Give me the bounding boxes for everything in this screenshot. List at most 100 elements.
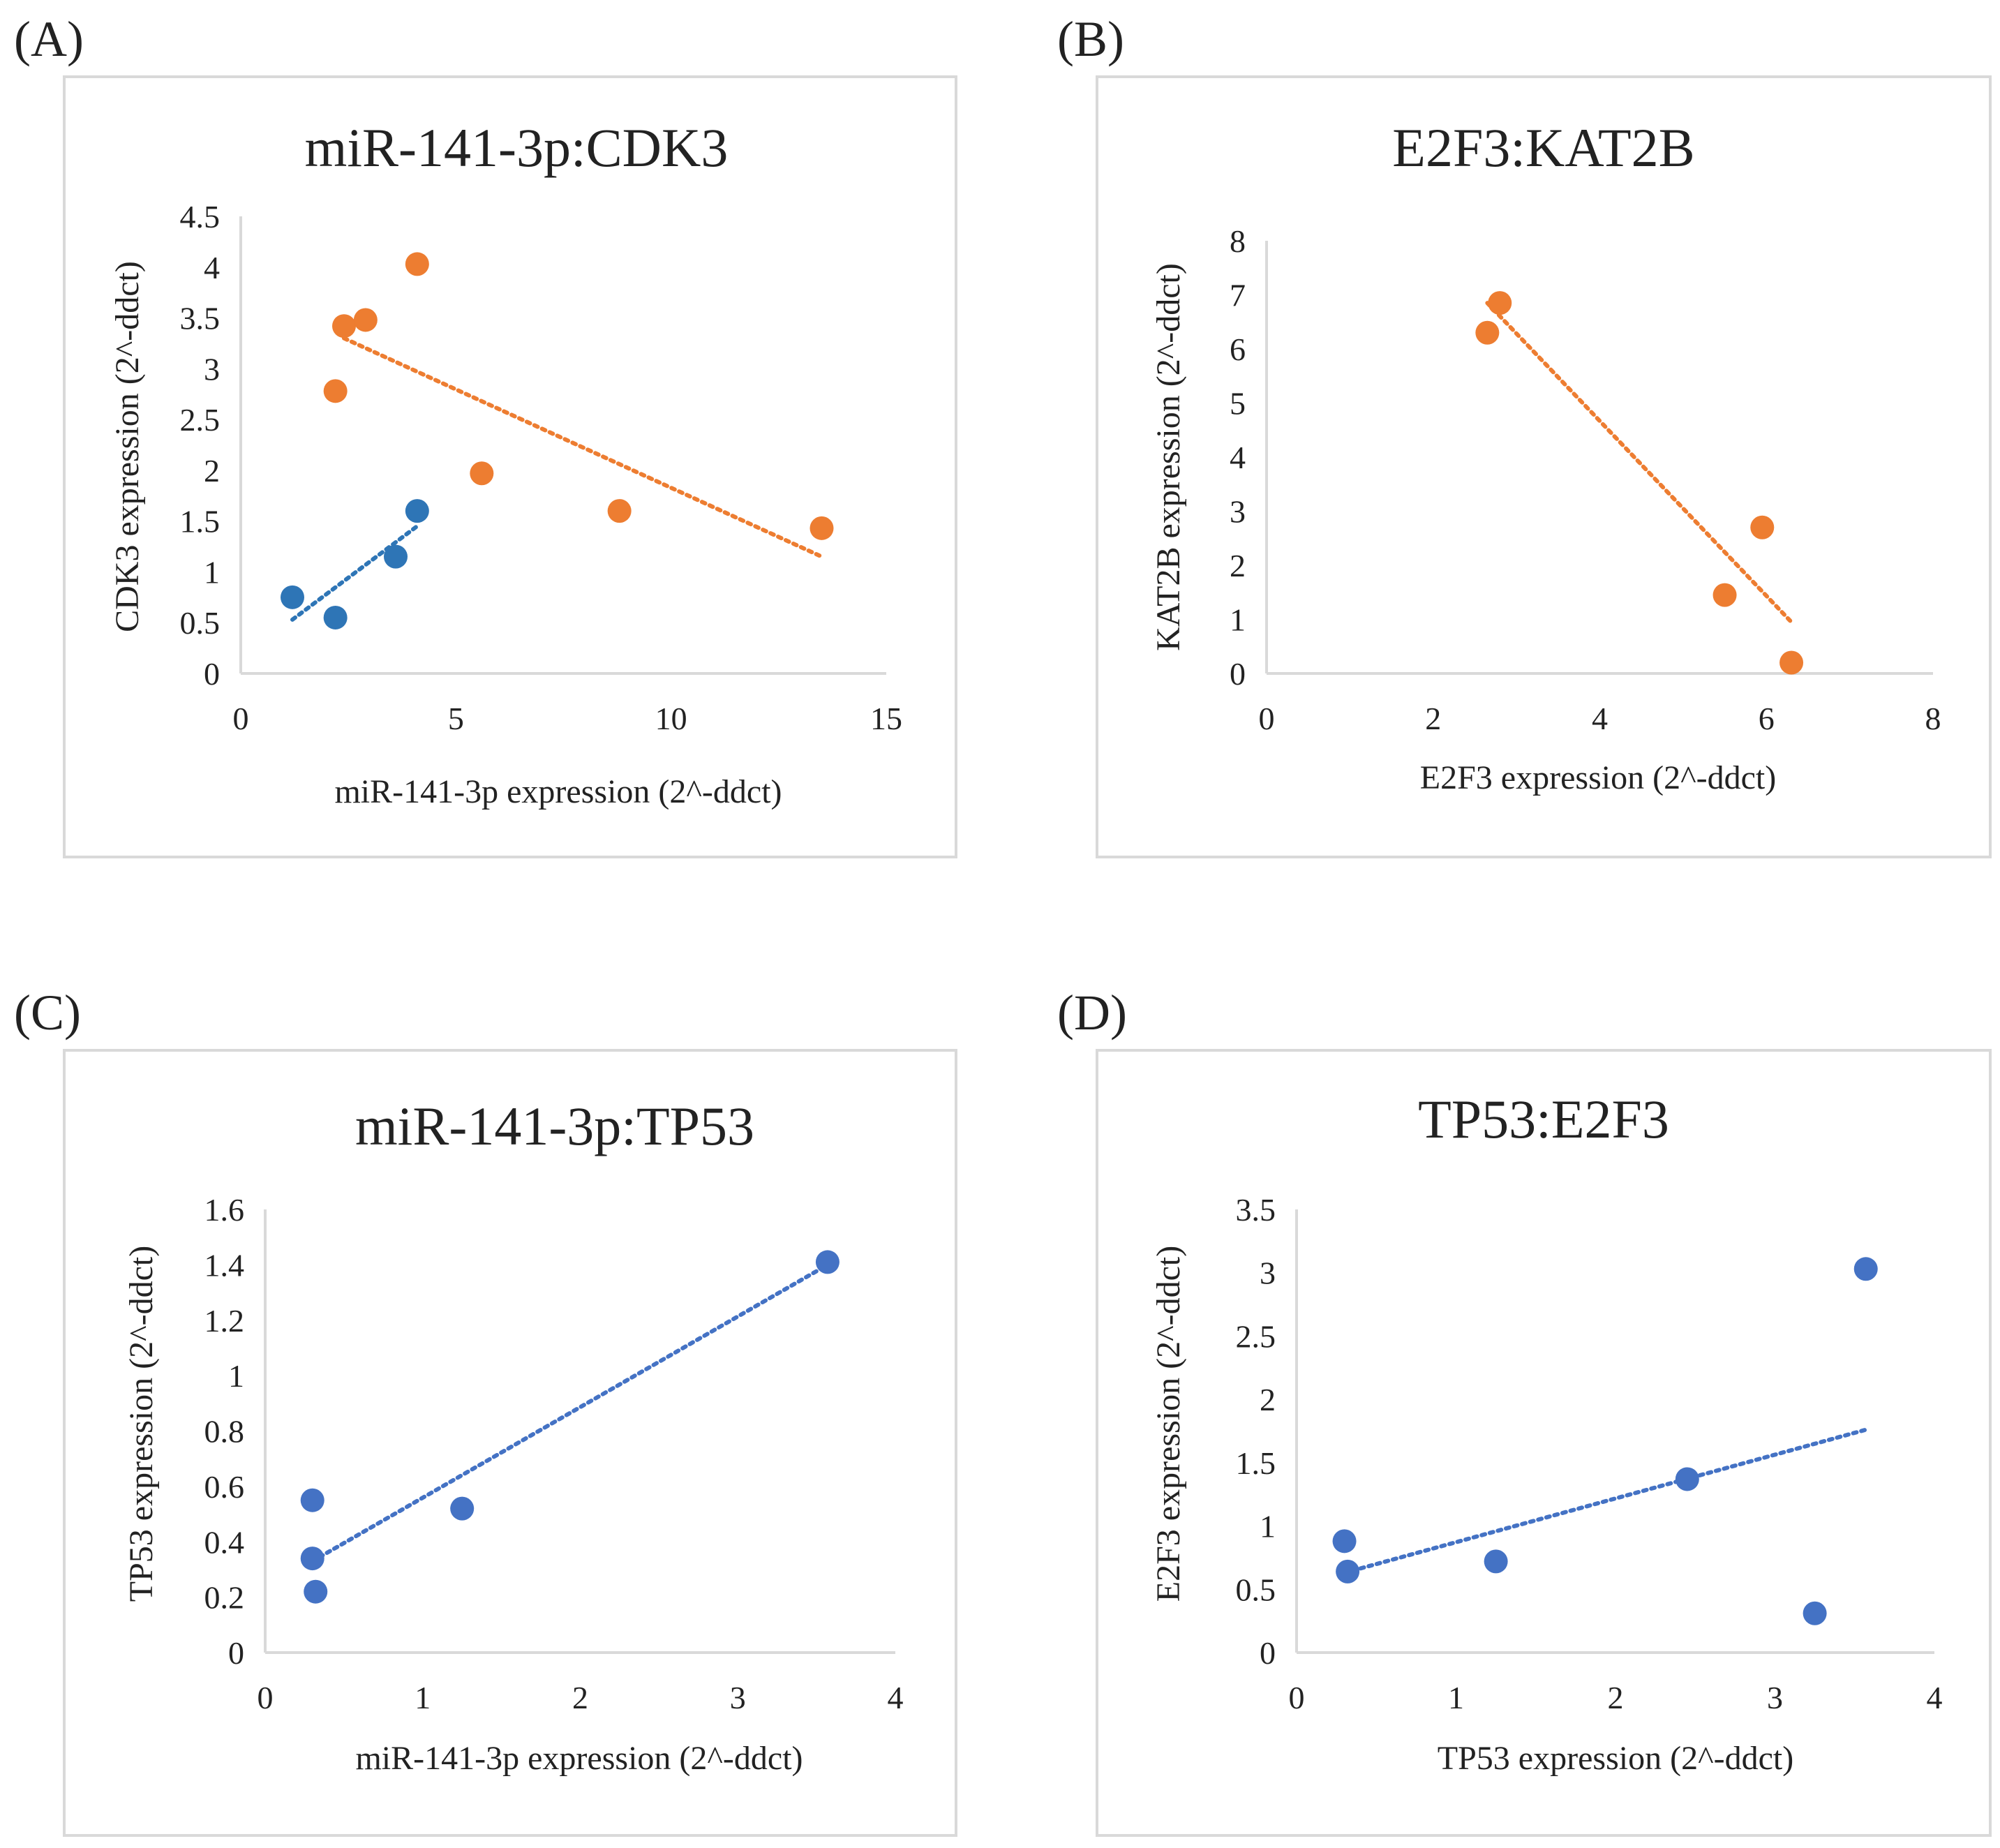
data-point-orange — [1750, 515, 1775, 539]
chart-title: miR-141-3p:CDK3 — [305, 117, 729, 178]
chart-frame — [63, 1049, 957, 1837]
x-axis-title: TP53 expression (2^-ddct) — [1438, 1740, 1793, 1777]
y-tick-label: 4 — [1230, 440, 1246, 475]
y-tick-label: 4.5 — [180, 199, 221, 234]
y-tick-label: 1.5 — [180, 504, 221, 539]
data-point-blue — [281, 585, 304, 609]
data-point-blue — [384, 544, 408, 569]
x-tick-label: 4 — [1927, 1680, 1943, 1715]
data-point-blue — [815, 1250, 839, 1274]
x-tick-label: 0 — [233, 701, 249, 736]
data-point-blue — [304, 1579, 328, 1604]
chart-title: E2F3:KAT2B — [1392, 117, 1694, 178]
y-tick-label: 1 — [1260, 1509, 1276, 1544]
trendline-blue — [1342, 1427, 1868, 1575]
chart-frame — [63, 75, 957, 858]
y-tick-label: 2 — [204, 453, 220, 489]
y-tick-label: 2 — [1230, 548, 1246, 583]
data-point-blue — [300, 1488, 324, 1512]
chart-panel-1: (A) miR-141-3p:CDK3 0 5 10 15 0 0.5 1 1.5 2 2.5 3 3.5… — [14, 11, 957, 858]
x-tick-label: 0 — [1259, 701, 1275, 736]
panel-label: (B) — [1057, 11, 1124, 67]
data-point-blue — [1853, 1257, 1878, 1281]
y-tick-label: 8 — [1230, 223, 1246, 259]
x-tick-label: 0 — [1289, 1680, 1305, 1715]
y-tick-label: 4 — [204, 250, 220, 285]
data-point-blue — [1332, 1529, 1357, 1553]
y-tick-label: 1.5 — [1236, 1445, 1276, 1481]
y-tick-label: 0.8 — [204, 1414, 245, 1450]
y-tick-label: 1 — [1230, 602, 1246, 638]
x-axis-title: miR-141-3p expression (2^-ddct) — [355, 1740, 803, 1777]
panel-label: (D) — [1057, 985, 1127, 1041]
y-tick-label: 3.5 — [1236, 1192, 1276, 1228]
chart-panel-2: (B) E2F3:KAT2B 0 2 4 6 8 0 1 2 3 4 5 6 7 8 E2F3 expressi… — [1057, 11, 1992, 858]
data-point-orange — [470, 461, 494, 486]
trendline-blue — [310, 1262, 830, 1564]
x-tick-label: 2 — [1425, 701, 1441, 736]
x-axis-title: E2F3 expression (2^-ddct) — [1420, 759, 1776, 796]
trendline-orange — [342, 336, 824, 559]
x-tick-label: 1 — [1448, 1680, 1464, 1715]
y-tick-label: 5 — [1230, 386, 1246, 422]
data-point-orange — [1488, 291, 1512, 315]
chart-frame — [1096, 1049, 1992, 1837]
y-tick-label: 0 — [228, 1635, 244, 1671]
y-tick-label: 0 — [1230, 656, 1246, 692]
y-tick-label: 0.2 — [204, 1580, 245, 1616]
data-point-blue — [323, 605, 348, 629]
chart-title: miR-141-3p:TP53 — [355, 1096, 754, 1156]
x-tick-label: 3 — [1767, 1680, 1783, 1715]
y-tick-label: 2 — [1260, 1382, 1276, 1417]
y-tick-label: 7 — [1230, 278, 1246, 313]
data-point-orange — [607, 499, 632, 523]
data-point-blue — [1803, 1601, 1827, 1625]
data-point-orange — [332, 314, 356, 338]
y-tick-label: 0.4 — [204, 1524, 245, 1560]
y-tick-label: 1 — [228, 1358, 244, 1394]
x-tick-label: 2 — [1608, 1680, 1624, 1715]
trendline-orange — [1485, 301, 1794, 625]
y-tick-label: 0.6 — [204, 1469, 245, 1505]
x-tick-label: 3 — [730, 1680, 746, 1715]
data-point-blue — [1675, 1467, 1699, 1491]
x-tick-label: 6 — [1759, 701, 1775, 736]
x-tick-label: 8 — [1925, 701, 1941, 736]
x-tick-label: 10 — [655, 701, 687, 736]
y-tick-label: 3 — [1230, 494, 1246, 530]
data-point-orange — [353, 308, 378, 332]
chart-panel-4: (D) TP53:E2F3 0 1 2 3 4 0 0.5 1 1.5 2 2.5 3 3.5 TP53 ex… — [1057, 985, 1992, 1837]
x-tick-label: 1 — [415, 1680, 431, 1715]
x-tick-label: 0 — [258, 1680, 274, 1715]
data-point-orange — [1712, 583, 1737, 607]
chart-frame — [1096, 75, 1992, 858]
y-tick-label: 2.5 — [1236, 1318, 1276, 1354]
x-axis-title: miR-141-3p expression (2^-ddct) — [334, 773, 782, 810]
y-tick-label: 3.5 — [180, 301, 221, 336]
data-point-orange — [1779, 650, 1804, 675]
y-axis-title: KAT2B expression (2^-ddct) — [1150, 263, 1187, 651]
y-tick-label: 3 — [1260, 1255, 1276, 1291]
data-point-orange — [323, 379, 348, 403]
data-point-orange — [1475, 320, 1500, 345]
y-tick-label: 1.6 — [204, 1192, 245, 1228]
y-tick-label: 0 — [1260, 1635, 1276, 1671]
x-tick-label: 15 — [870, 701, 902, 736]
data-point-blue — [405, 499, 429, 523]
data-point-blue — [1484, 1549, 1508, 1574]
chart-title: TP53:E2F3 — [1418, 1089, 1669, 1149]
y-axis-title: CDK3 expression (2^-ddct) — [109, 261, 146, 632]
panel-label: (C) — [14, 985, 81, 1041]
panel-label: (A) — [14, 11, 84, 67]
y-tick-label: 1 — [204, 554, 220, 590]
x-tick-label: 2 — [572, 1680, 588, 1715]
y-tick-label: 6 — [1230, 331, 1246, 367]
y-tick-label: 0.5 — [180, 605, 221, 641]
data-point-blue — [300, 1547, 324, 1571]
trendline-blue — [290, 523, 419, 622]
x-tick-label: 4 — [1592, 701, 1608, 736]
y-tick-label: 1.2 — [204, 1303, 245, 1339]
y-axis-title: TP53 expression (2^-ddct) — [123, 1246, 160, 1602]
x-tick-label: 4 — [888, 1680, 904, 1715]
